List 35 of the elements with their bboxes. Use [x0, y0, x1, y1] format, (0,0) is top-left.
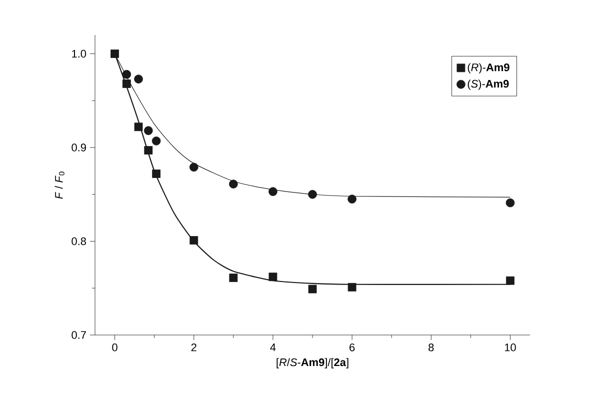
- point: [348, 194, 356, 204]
- point: [152, 136, 161, 146]
- point: [506, 198, 515, 208]
- point: [190, 236, 198, 245]
- point: [122, 70, 132, 79]
- x-tick-label: 2: [191, 344, 196, 352]
- point: [308, 284, 317, 294]
- point: [110, 50, 119, 58]
- point: [229, 274, 238, 282]
- point: [308, 190, 317, 199]
- x-tick-label: 4: [270, 344, 276, 352]
- y-tick-label: 1.0: [72, 50, 86, 58]
- y-tick-label: 0.9: [72, 144, 86, 152]
- legend-label: (R)-Am9: [468, 63, 510, 74]
- y-tick-label: 0.8: [72, 237, 86, 246]
- point: [268, 272, 278, 282]
- x-tick-label: 10: [504, 344, 516, 352]
- x-tick-label: 8: [428, 344, 434, 352]
- text: [R/S-Am9]/[2a]: [276, 358, 348, 368]
- point: [134, 74, 143, 84]
- point: [268, 187, 278, 196]
- point: [189, 162, 198, 172]
- x-tick-label: 6: [350, 344, 355, 352]
- point: [229, 180, 238, 188]
- y-axis-title: F / F$_{0}$: [54, 172, 64, 199]
- y-tick-label: 0.7: [72, 331, 86, 339]
- point: [134, 122, 143, 132]
- point: [122, 80, 131, 88]
- point: [152, 170, 160, 178]
- point: [348, 282, 356, 292]
- point: [144, 146, 153, 155]
- x-tick-label: 0: [112, 344, 118, 352]
- point: [144, 126, 153, 136]
- legend-label: (S)-Am9: [468, 80, 509, 90]
- point: [506, 276, 514, 285]
